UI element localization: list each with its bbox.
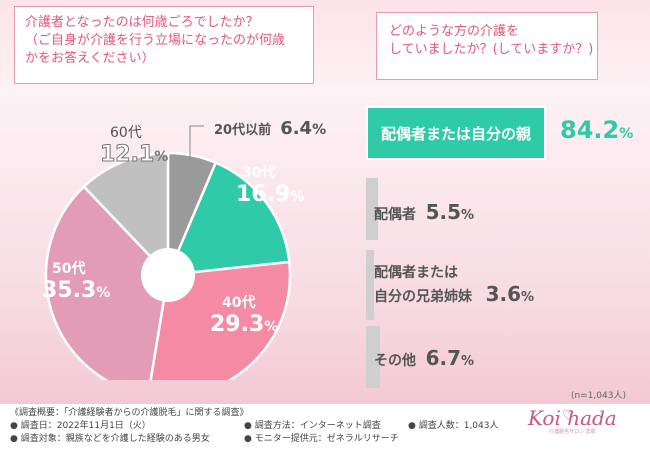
question-relation-line2: していましたか？(していますか？): [389, 42, 594, 57]
donut-slice-1: [166, 161, 291, 277]
ranking-unit-sibling: %: [521, 290, 535, 305]
label-age30-pct: 16.9: [236, 182, 291, 207]
survey-date: ● 調査日：2022年11月1日（火）: [10, 421, 151, 431]
ranking-pct-sibling: 3.6: [485, 282, 522, 306]
respondent-count: (n=1,043人): [570, 391, 626, 401]
question-relation-box: どのような方の介護を していましたか？(していますか？): [376, 12, 598, 80]
ranking-label-other: その他: [374, 353, 416, 369]
survey-method: ● 調査方法：インターネット調査: [244, 421, 381, 431]
question-age-line2: （ご自身が介護を行う立場になったのが何歳: [25, 33, 286, 48]
question-age-line3: かをお答えください）: [25, 51, 155, 66]
question-age-line1: 介護者となったのは何歳ごろでしたか？: [25, 15, 259, 30]
survey-overview: 《調査概要：「介護経験者からの介護脱毛」に関する調査》: [10, 408, 249, 418]
label-age20-name: 20代以前: [214, 123, 272, 138]
label-age30-unit: %: [290, 189, 305, 205]
age-donut-chart: [44, 151, 292, 380]
survey-provider: ● モニター提供元：ゼネラルリサーチ: [244, 434, 399, 444]
label-age60-pct: 12.1: [99, 142, 155, 167]
donut-slice-4: [82, 151, 170, 279]
brand-name: Koi hada: [528, 406, 617, 430]
label-age20-pct: 6.4: [280, 118, 313, 139]
label-age30: 30代 16.9%: [236, 166, 304, 206]
label-age20-unit: %: [312, 122, 327, 138]
label-age50-unit: %: [96, 285, 111, 301]
label-age20: 20代以前 6.4%: [214, 120, 326, 138]
ranking-pct-spouse: 5.5: [425, 200, 462, 224]
leader-line: [189, 125, 204, 160]
ranking-top-label: 配偶者または自分の親: [380, 124, 531, 143]
label-age60: 60代 12.1%: [99, 125, 169, 167]
ranking-top-pct: 84.2: [560, 116, 620, 144]
ranking-top-value: 84.2%: [560, 116, 633, 144]
ranking-bar-other: [366, 326, 380, 388]
label-age40-name: 40代: [222, 295, 256, 311]
label-age50-pct: 35.3: [42, 278, 97, 303]
question-age-box: 介護者となったのは何歳ごろでしたか？ （ご自身が介護を行う立場になったのが何歳 …: [14, 6, 314, 84]
ranking-bar-sibling: [366, 250, 374, 320]
label-age50: 50代 35.3%: [42, 262, 110, 302]
heart-icon: ♡: [562, 408, 575, 424]
label-age40-pct: 29.3: [210, 312, 265, 337]
brand-logo: Koi hada ♡ 介護脱毛サロン 恋肌: [528, 406, 617, 435]
label-age60-unit: %: [154, 149, 169, 165]
donut-hole: [141, 248, 195, 302]
label-age30-name: 30代: [242, 165, 276, 181]
label-age60-name: 60代: [110, 125, 142, 141]
ranking-bar-spouse: [366, 178, 378, 240]
survey-count: ● 調査人数：1,043人: [408, 421, 499, 431]
ranking-text-other: その他 6.7%: [374, 346, 474, 370]
label-age40-unit: %: [264, 319, 279, 335]
ranking-unit-spouse: %: [461, 208, 475, 223]
ranking-text-spouse: 配偶者 5.5%: [374, 200, 474, 224]
ranking-label-spouse: 配偶者: [374, 207, 416, 223]
question-relation-line1: どのような方の介護を: [389, 24, 520, 39]
ranking-unit-other: %: [461, 354, 475, 369]
label-age40: 40代 29.3%: [210, 296, 278, 336]
donut-slice-3: [44, 184, 170, 380]
survey-target: ● 調査対象：親族などを介護した経験のある男女: [10, 434, 210, 444]
label-age50-name: 50代: [52, 261, 86, 277]
ranking-label-sibling-2: 自分の兄弟姉妹: [374, 289, 472, 305]
ranking-text-sibling: 配偶者または 自分の兄弟姉妹 3.6%: [374, 264, 534, 306]
brand-sub: 介護脱毛サロン 恋肌: [549, 429, 596, 435]
ranking-top-unit: %: [619, 126, 634, 142]
survey-footer: 《調査概要：「介護経験者からの介護脱毛」に関する調査》 ● 調査日：2022年1…: [0, 404, 650, 450]
ranking-top-item: 配偶者または自分の親: [366, 106, 546, 160]
ranking-label-sibling-1: 配偶者または: [374, 265, 458, 281]
ranking-pct-other: 6.7: [425, 346, 462, 370]
